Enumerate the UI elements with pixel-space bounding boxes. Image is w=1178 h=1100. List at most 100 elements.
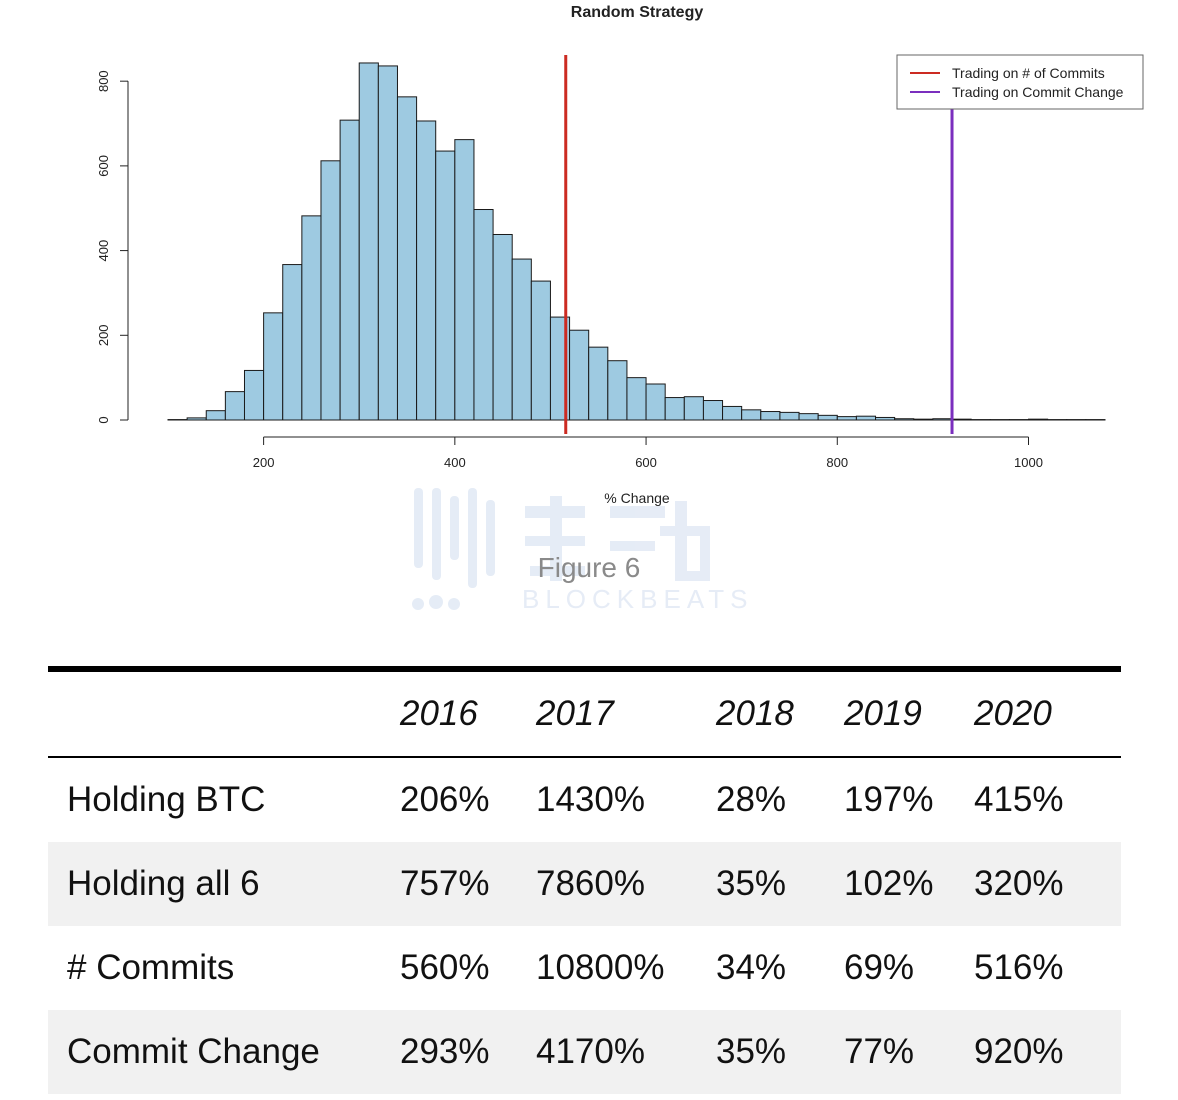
histogram-bar bbox=[875, 416, 896, 421]
y-tick-label: 800 bbox=[96, 70, 111, 92]
row-label: Holding BTC bbox=[67, 780, 266, 819]
y-tick-label: 200 bbox=[96, 324, 111, 346]
y-tick-label: 600 bbox=[96, 155, 111, 177]
x-tick-label: 200 bbox=[253, 455, 275, 470]
y-axis: 0 200 400 600 800 bbox=[96, 70, 129, 424]
y-tick-label: 400 bbox=[96, 240, 111, 262]
table-cell: 102% bbox=[844, 864, 934, 903]
table-header-year: 2020 bbox=[974, 694, 1052, 733]
table-row: Holding all 6 757% 7860% 35% 102% 320% bbox=[48, 842, 1121, 926]
table-cell: 1430% bbox=[536, 780, 645, 819]
histogram-bar bbox=[492, 233, 513, 421]
legend-box bbox=[896, 54, 1144, 110]
histogram-bar bbox=[607, 360, 628, 421]
table-cell: 197% bbox=[844, 780, 934, 819]
histogram-bar bbox=[626, 377, 647, 421]
table-cell: 34% bbox=[716, 948, 787, 987]
legend-entry: Trading on # of Commits bbox=[952, 65, 1105, 81]
table-cell: 206% bbox=[400, 780, 490, 819]
histogram-bar bbox=[817, 414, 838, 421]
table-cell: 7860% bbox=[536, 864, 645, 903]
table-header-year: 2019 bbox=[844, 694, 922, 733]
histogram-chart: Random Strategy 0 200 400 600 800 200 400 600 8… bbox=[96, 4, 1144, 506]
histogram-bar bbox=[951, 418, 972, 421]
table-header-corner bbox=[48, 669, 400, 757]
table-header-year: 2017 bbox=[536, 694, 614, 733]
histogram-bar bbox=[511, 258, 532, 421]
table-cell: 757% bbox=[400, 864, 490, 903]
histogram-bar bbox=[1028, 418, 1049, 421]
row-label: Holding all 6 bbox=[67, 864, 260, 903]
table-cell: 35% bbox=[716, 1032, 787, 1071]
figure-caption: Figure 6 bbox=[537, 552, 641, 583]
histogram-bar bbox=[205, 410, 226, 421]
histogram-bars bbox=[167, 62, 1106, 421]
table-cell: 920% bbox=[974, 1032, 1064, 1071]
x-tick-label: 400 bbox=[444, 455, 466, 470]
returns-table: 2016 2017 2018 2019 2020 Holding BTC 206% 1430… bbox=[48, 666, 1121, 1094]
histogram-bar bbox=[664, 397, 685, 421]
histogram-bar bbox=[224, 391, 245, 421]
row-label: # Commits bbox=[67, 948, 235, 987]
histogram-bar bbox=[339, 119, 360, 421]
histogram-bar bbox=[473, 209, 494, 421]
table-cell: 69% bbox=[844, 948, 915, 987]
histogram-bar bbox=[855, 415, 877, 421]
table-cell: 516% bbox=[974, 948, 1064, 987]
x-tick-label: 600 bbox=[635, 455, 657, 470]
table-row: Holding BTC 206% 1430% 28% 197% 415% bbox=[48, 757, 1121, 842]
histogram-bar bbox=[320, 160, 341, 421]
table-header-year: 2018 bbox=[716, 694, 794, 733]
legend: Trading on # of Commits Trading on Commit… bbox=[896, 54, 1144, 110]
table-row: # Commits 560% 10800% 34% 69% 516% bbox=[48, 926, 1121, 1010]
table-cell: 28% bbox=[716, 780, 787, 819]
table-cell: 293% bbox=[400, 1032, 490, 1071]
histogram-bar bbox=[760, 411, 781, 421]
table-header-year: 2016 bbox=[400, 694, 478, 733]
histogram-bar bbox=[836, 416, 857, 421]
table-cell: 35% bbox=[716, 864, 787, 903]
histogram-bar bbox=[913, 418, 934, 421]
table-row: Commit Change 293% 4170% 35% 77% 920% bbox=[48, 1010, 1121, 1094]
histogram-bar bbox=[702, 400, 724, 421]
histogram-bar bbox=[377, 65, 398, 421]
histogram-bar bbox=[301, 215, 322, 421]
watermark-brand: BLOCKBEATS bbox=[522, 584, 753, 614]
reference-lines bbox=[564, 55, 954, 434]
y-tick-label: 0 bbox=[96, 416, 111, 423]
x-tick-label: 800 bbox=[826, 455, 848, 470]
histogram-bar bbox=[894, 418, 915, 421]
histogram-bar bbox=[263, 312, 284, 421]
legend-entry: Trading on Commit Change bbox=[952, 84, 1124, 100]
chart-title: Random Strategy bbox=[571, 4, 704, 21]
x-tick-label: 1000 bbox=[1014, 455, 1043, 470]
x-axis: 200 400 600 800 1000 bbox=[253, 436, 1043, 470]
histogram-bar bbox=[741, 409, 762, 421]
histogram-bar bbox=[798, 413, 819, 421]
histogram-bar bbox=[282, 264, 303, 421]
table-header-row: 2016 2017 2018 2019 2020 bbox=[48, 669, 1121, 757]
table-cell: 10800% bbox=[536, 948, 665, 987]
histogram-bar bbox=[454, 139, 475, 421]
histogram-bar bbox=[588, 346, 609, 421]
row-label: Commit Change bbox=[67, 1032, 320, 1071]
table-cell: 77% bbox=[844, 1032, 915, 1071]
histogram-bar bbox=[569, 329, 590, 421]
histogram-bar bbox=[358, 62, 379, 421]
table-cell: 4170% bbox=[536, 1032, 645, 1071]
table-cell: 320% bbox=[974, 864, 1064, 903]
table-cell: 415% bbox=[974, 780, 1064, 819]
histogram-bar bbox=[932, 418, 953, 421]
histogram-bar bbox=[396, 96, 418, 421]
histogram-bar bbox=[722, 405, 743, 421]
histogram-bar bbox=[645, 383, 666, 421]
histogram-bar bbox=[779, 411, 800, 421]
histogram-bar bbox=[243, 369, 265, 421]
table-cell: 560% bbox=[400, 948, 490, 987]
histogram-bar bbox=[186, 417, 207, 421]
histogram-bar bbox=[416, 120, 437, 421]
histogram-bar bbox=[435, 150, 456, 421]
x-axis-label: % Change bbox=[604, 490, 670, 506]
histogram-bar bbox=[683, 396, 704, 421]
histogram-bar bbox=[530, 280, 551, 421]
